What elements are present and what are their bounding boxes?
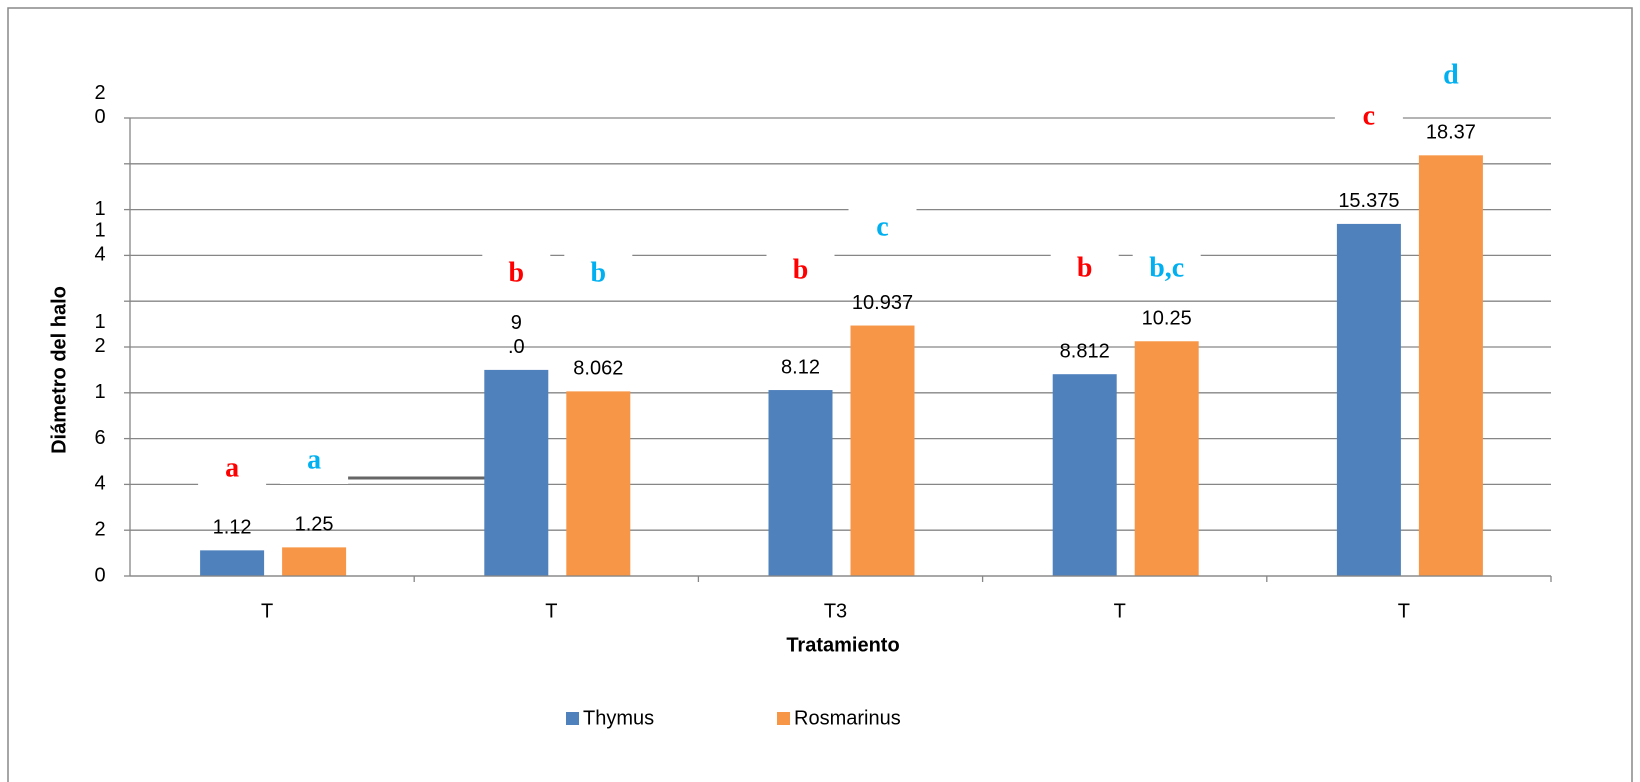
letter-bg — [766, 250, 835, 294]
value-label: 8.12 — [781, 356, 820, 378]
bar — [282, 547, 347, 576]
bar — [1336, 223, 1401, 576]
letter-bg — [1050, 248, 1119, 292]
bar — [484, 369, 549, 576]
significance-letter: c — [1363, 100, 1375, 131]
letter-bg — [1132, 248, 1201, 292]
value-label: 1.25 — [295, 514, 334, 536]
value-label: 8.062 — [573, 358, 623, 380]
y-axis-title: Diámetro del halo — [48, 286, 70, 454]
legend-swatch — [566, 712, 579, 725]
letter-bg — [564, 253, 633, 297]
value-label: 1.12 — [213, 517, 252, 539]
significance-letter: a — [307, 444, 321, 475]
x-tick-label: T3 — [824, 600, 847, 622]
significance-letter: b — [509, 257, 525, 288]
y-tick-label: 1 — [94, 381, 105, 403]
chart-border — [7, 7, 1633, 782]
significance-letter: b — [591, 257, 607, 288]
x-tick-label: T — [1114, 600, 1126, 622]
letter-bg — [1416, 55, 1485, 99]
legend-swatch — [777, 712, 790, 725]
y-tick-label: 0 — [94, 564, 105, 586]
bar — [1418, 155, 1483, 576]
significance-letter: a — [225, 452, 239, 483]
letter-bg — [198, 448, 267, 492]
letter-bg — [848, 207, 917, 251]
value-label: 10.25 — [1142, 308, 1192, 330]
bar — [200, 550, 265, 576]
bar — [850, 325, 915, 576]
legend-label: Rosmarinus — [794, 707, 901, 729]
significance-letter: c — [876, 211, 888, 242]
bar — [768, 390, 833, 576]
legend-label: Thymus — [583, 707, 654, 729]
y-tick-label: 6 — [94, 427, 105, 449]
y-tick-label: 1 — [94, 198, 105, 220]
bar — [1052, 374, 1117, 576]
significance-letter: b,c — [1149, 252, 1184, 283]
value-label: 8.812 — [1060, 340, 1110, 362]
letter-bg — [482, 253, 551, 297]
bar — [1134, 341, 1199, 576]
value-label: 15.375 — [1338, 190, 1399, 212]
y-tick-label: 4 — [94, 473, 105, 495]
value-label: 10.937 — [852, 292, 913, 314]
value-label: 18.37 — [1426, 122, 1476, 144]
letter-bg — [280, 440, 349, 484]
x-axis-title: Tratamiento — [786, 634, 899, 656]
x-tick-label: T — [261, 600, 273, 622]
value-label: 9.0 — [508, 312, 525, 358]
y-tick-label: 2 — [94, 518, 105, 540]
bar — [566, 391, 631, 576]
letter-bg — [1334, 96, 1403, 140]
x-tick-label: T — [1398, 600, 1410, 622]
x-tick-label: T — [545, 600, 557, 622]
significance-letter: b — [793, 254, 809, 285]
significance-letter: d — [1443, 59, 1459, 90]
significance-letter: b — [1077, 252, 1093, 283]
